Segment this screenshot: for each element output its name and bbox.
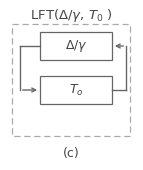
Text: LFT($\Delta/\gamma$, $T_0$ ): LFT($\Delta/\gamma$, $T_0$ ) bbox=[30, 6, 112, 23]
Bar bbox=[12, 24, 130, 136]
Text: $T_o$: $T_o$ bbox=[69, 82, 83, 98]
Text: $\Delta/\gamma$: $\Delta/\gamma$ bbox=[65, 38, 87, 54]
Bar bbox=[40, 32, 112, 60]
Text: (c): (c) bbox=[63, 147, 79, 159]
Bar bbox=[40, 76, 112, 104]
